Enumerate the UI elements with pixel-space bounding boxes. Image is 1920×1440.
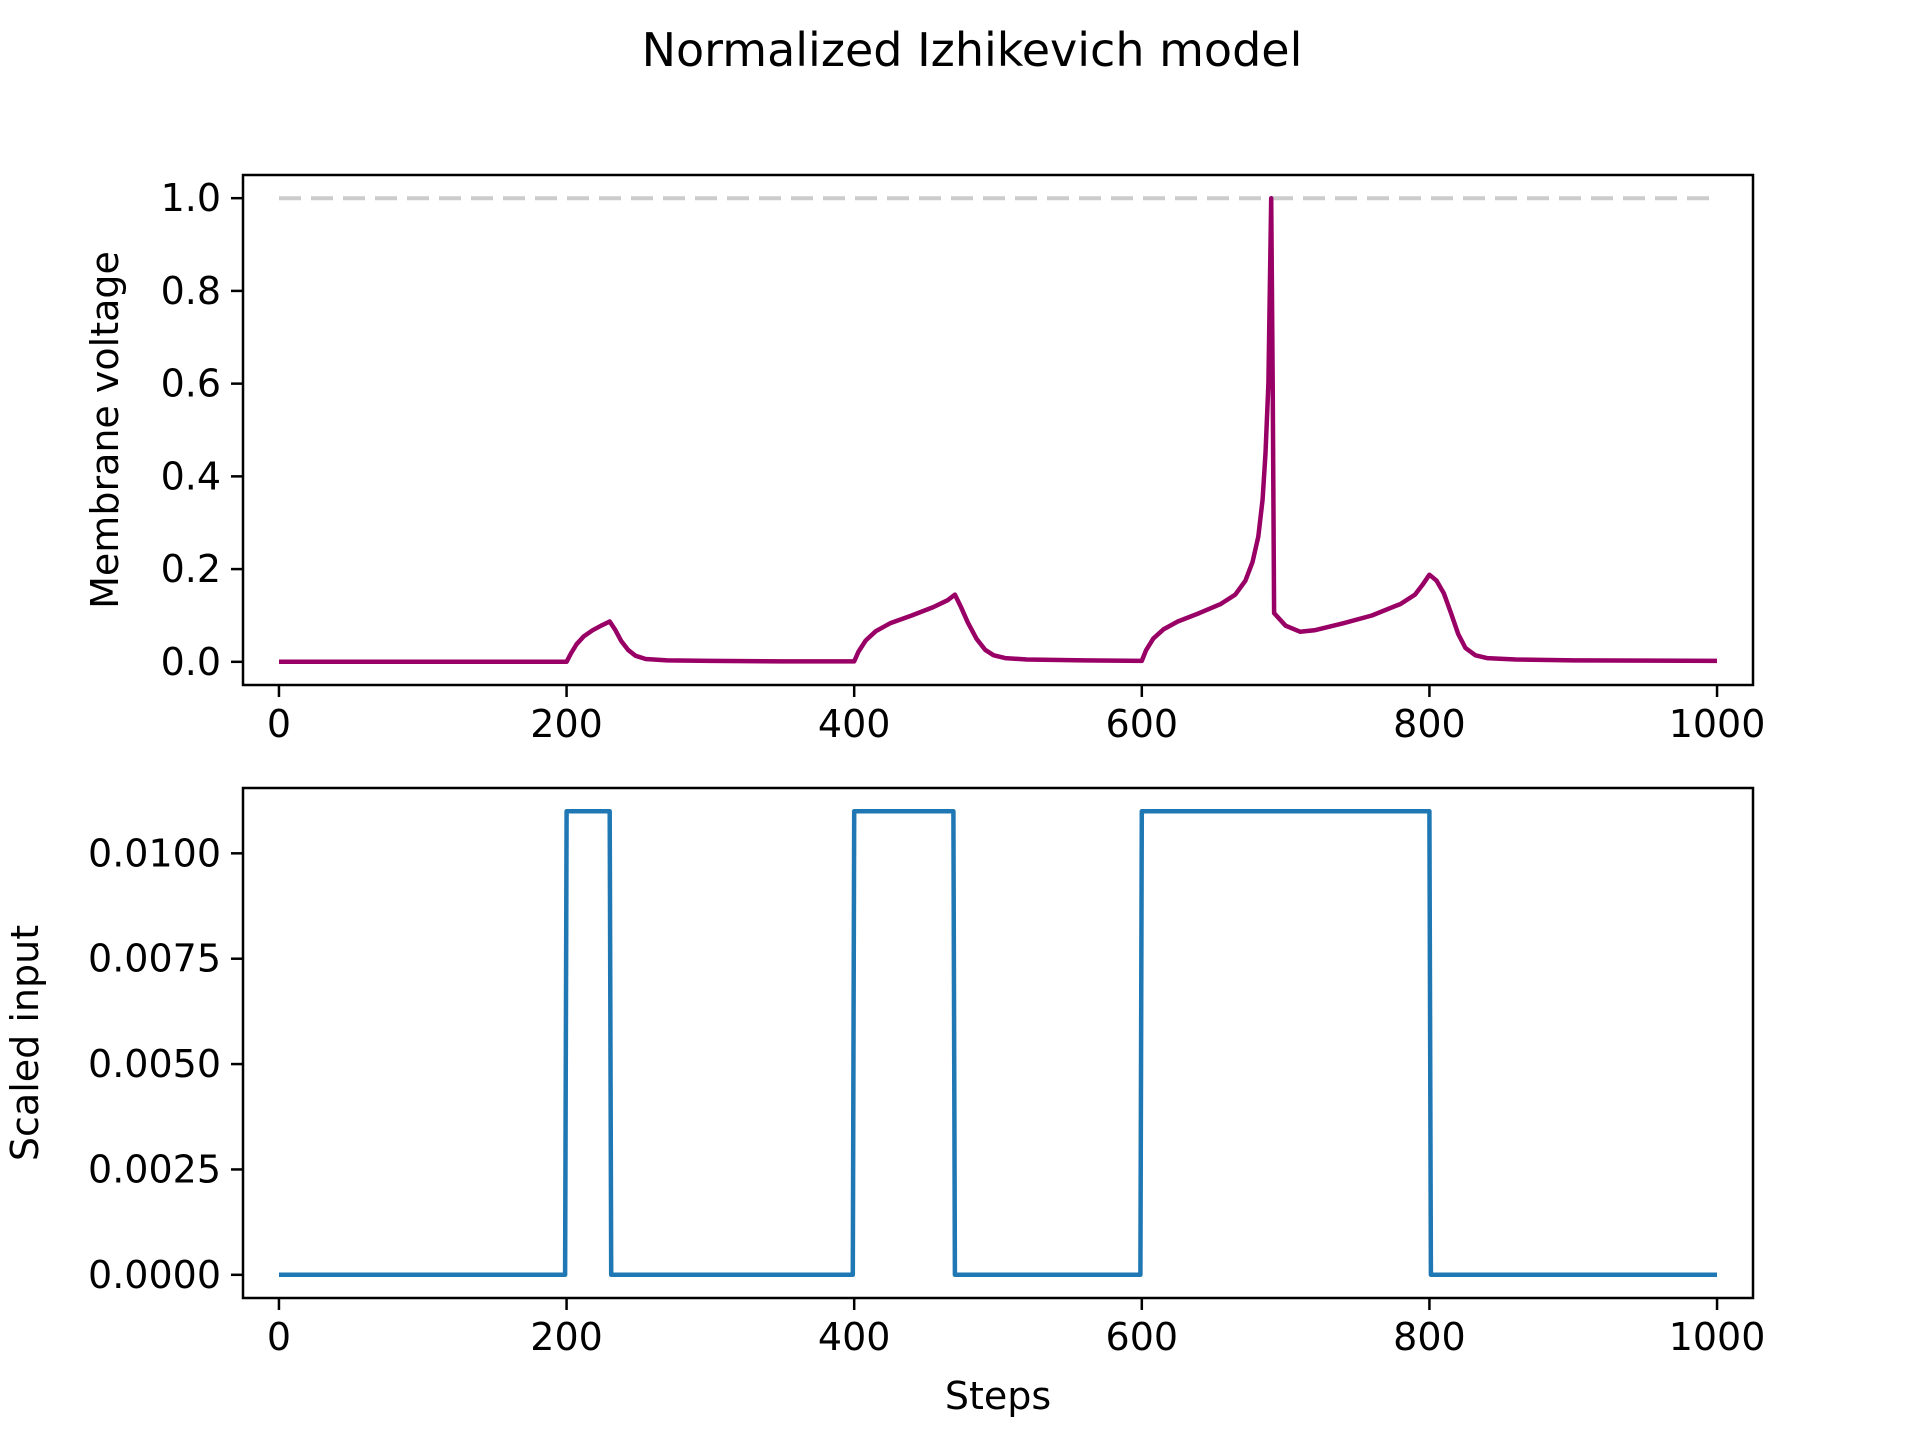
voltage-x-tick-label: 600 — [1106, 702, 1179, 746]
input-x-tick-label: 200 — [530, 1315, 603, 1359]
input-x-tick-label: 1000 — [1669, 1315, 1766, 1359]
voltage-y-tick-label: 0.6 — [161, 362, 221, 406]
input-x-tick-label: 800 — [1393, 1315, 1466, 1359]
input-axes-frame — [241, 786, 1755, 1300]
voltage-y-tick-label: 1.0 — [161, 176, 221, 220]
voltage-x-tick-label: 1000 — [1669, 702, 1766, 746]
input-y-tick-label: 0.0075 — [88, 937, 221, 981]
voltage-x-tick-label: 200 — [530, 702, 603, 746]
input-y-tick-label: 0.0050 — [88, 1042, 221, 1086]
input-series-line-0 — [279, 808, 1717, 1278]
voltage-x-tick-label: 0 — [267, 702, 291, 746]
voltage-y-tick-label: 0.4 — [161, 454, 221, 498]
input-y-axis-label: Scaled input — [3, 925, 47, 1161]
input-x-tick-label: 0 — [267, 1315, 291, 1359]
voltage-y-axis-label: Membrane voltage — [83, 251, 127, 609]
input-x-tick-label: 400 — [818, 1315, 891, 1359]
voltage-plot: 0 200 400 600 800 1000 0.0 0.2 0.4 0.6 0.8 1.0 Membr… — [83, 173, 1766, 746]
input-plot: 0 200 400 600 800 1000 0.0000 0.0025 0.0050 0.007… — [3, 786, 1766, 1418]
voltage-y-tick-label: 0.8 — [161, 269, 221, 313]
voltage-series-line-0 — [279, 195, 1718, 665]
figure-title: Normalized Izhikevich model — [642, 23, 1303, 77]
input-y-tick-label: 0.0100 — [88, 831, 221, 875]
voltage-axes-frame — [241, 173, 1755, 687]
input-y-tick-label: 0.0025 — [88, 1147, 221, 1191]
input-x-axis-label: Steps — [945, 1374, 1051, 1418]
voltage-y-tick-label: 0.0 — [161, 640, 221, 684]
voltage-x-tick-label: 800 — [1393, 702, 1466, 746]
voltage-x-tick-label: 400 — [818, 702, 891, 746]
voltage-y-tick-label: 0.2 — [161, 547, 221, 591]
input-y-tick-label: 0.0000 — [88, 1253, 221, 1297]
input-x-tick-label: 600 — [1106, 1315, 1179, 1359]
